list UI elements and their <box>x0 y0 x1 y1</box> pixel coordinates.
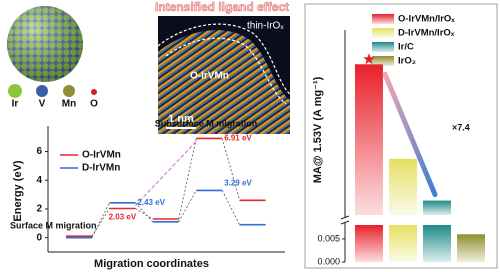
value-label: 6.91 eV <box>224 134 252 143</box>
bar-lower <box>389 225 417 262</box>
legend-label: Mn <box>62 99 76 110</box>
sphere-illustration <box>7 6 83 82</box>
value-label: 3.29 eV <box>224 179 252 188</box>
energy-diagram: 0 2 4 6 Energy (eV) Migration coordinates 2.03… <box>10 118 285 270</box>
y-tick-label: 0.005 <box>317 233 340 243</box>
y-axis-label: Energy (eV) <box>12 160 24 221</box>
connector <box>91 208 110 237</box>
panel-border <box>304 3 498 269</box>
legend-label: D-IrVMn <box>82 163 120 174</box>
ratio-label: ×7.4 <box>452 122 470 132</box>
star <box>363 53 375 65</box>
axis-break <box>340 220 350 225</box>
lattice <box>158 30 290 134</box>
element-legend: Ir V Mn O <box>8 84 98 110</box>
axis-break <box>340 215 350 220</box>
legend-label: V <box>39 99 46 110</box>
connector <box>178 190 197 223</box>
legend-dot <box>63 85 75 97</box>
ratio-arrow <box>382 71 438 198</box>
legend-label: O-IrVMn/IrOₓ <box>398 14 455 25</box>
migration-arrow <box>134 141 197 206</box>
connector <box>221 190 240 225</box>
y-tick-label: 6 <box>36 146 42 157</box>
core-label: O-IrVMn <box>190 71 229 82</box>
legend-label: IrO₂ <box>398 56 416 67</box>
y-tick-label: 2 <box>36 204 42 215</box>
bar-lower <box>355 225 383 262</box>
y-tick-label: 0.000 <box>317 256 340 266</box>
micrograph-title: Intensified ligand effect <box>155 0 289 14</box>
y-tick-label: 4 <box>36 175 42 186</box>
bar-lower <box>423 225 451 262</box>
annotation: Surface M migration <box>10 220 97 230</box>
legend-label: Ir/C <box>398 42 414 53</box>
connector <box>221 138 240 201</box>
legend-swatch <box>372 42 394 52</box>
bar-upper <box>355 64 383 215</box>
shell-label: thin-IrOₓ <box>247 21 284 32</box>
legend-label: O <box>90 99 98 110</box>
shell-boundary <box>157 23 291 95</box>
legend-label: Ir <box>12 99 19 110</box>
value-label: 2.43 eV <box>137 198 165 207</box>
legend-dot <box>91 89 97 95</box>
legend-dot <box>8 84 22 98</box>
legend-label: D-IrVMn/IrOₓ <box>398 28 455 39</box>
bar-upper <box>389 158 417 215</box>
y-axis-label: MA@ 1.53V (A mg⁻¹) <box>312 76 324 183</box>
connector <box>135 208 154 220</box>
bar-upper <box>423 200 451 215</box>
bar-chart: 0.000 0.005 MA@ 1.53V (A mg⁻¹) O-IrVMn/IrOₓ… <box>312 14 485 266</box>
y-tick-label: 0 <box>36 232 42 243</box>
legend-swatch <box>372 14 394 24</box>
connector <box>91 202 110 238</box>
legend-dot <box>36 85 48 97</box>
bar <box>457 234 485 262</box>
connector <box>178 138 197 220</box>
core-boundary <box>165 37 287 105</box>
x-axis-label: Migration coordinates <box>94 258 209 270</box>
legend-swatch <box>372 28 394 38</box>
legend-label: O-IrVMn <box>82 150 121 161</box>
micrograph: Intensified ligand effect thin-IrOₓ O-Ir… <box>155 0 291 134</box>
legend-swatch <box>372 56 394 66</box>
scale-bar-label: 1 nm <box>168 113 194 125</box>
value-label: 2.03 eV <box>109 213 137 222</box>
connector <box>135 202 154 223</box>
annotation: Subsurface M migration <box>155 118 258 128</box>
